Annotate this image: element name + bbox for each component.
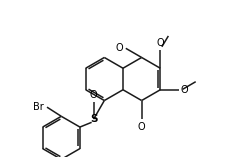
Text: O: O xyxy=(116,43,123,52)
Text: O: O xyxy=(138,122,145,132)
Text: O: O xyxy=(90,90,97,100)
Text: O: O xyxy=(180,85,188,95)
Text: S: S xyxy=(90,114,97,124)
Text: Br: Br xyxy=(33,102,44,112)
Text: O: O xyxy=(156,38,164,48)
